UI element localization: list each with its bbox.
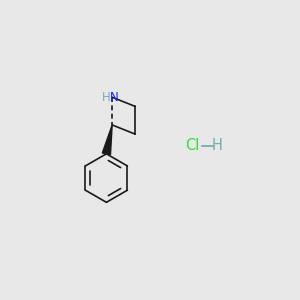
Text: H: H	[102, 91, 111, 104]
Text: Cl: Cl	[185, 138, 199, 153]
Text: H: H	[212, 138, 223, 153]
Polygon shape	[102, 125, 112, 154]
Text: N: N	[110, 91, 118, 104]
